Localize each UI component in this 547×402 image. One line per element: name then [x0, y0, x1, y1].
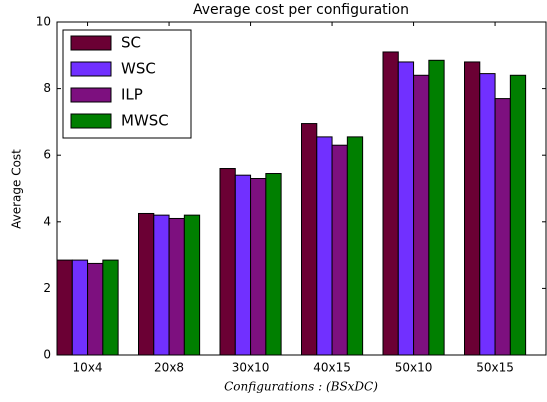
bar [479, 73, 496, 356]
x-tick-label: 50x10 [395, 361, 433, 375]
y-tick-label: 0 [43, 348, 51, 362]
bar [56, 259, 73, 356]
x-tick-label: 50x15 [476, 361, 514, 375]
bar [265, 173, 282, 356]
legend-swatch [70, 87, 112, 103]
bar [382, 51, 399, 356]
y-tick-label: 10 [36, 15, 51, 29]
y-tick-label: 2 [43, 281, 51, 295]
bar [250, 178, 267, 356]
legend-swatch [70, 113, 112, 129]
bar [102, 259, 119, 356]
bar [509, 74, 527, 356]
bar [494, 98, 511, 356]
plot-frame [56, 21, 547, 356]
bar [138, 212, 155, 356]
chart-title: Average cost per configuration [193, 2, 409, 18]
bar [464, 61, 481, 356]
bar [397, 61, 415, 356]
x-tick-label: 10x4 [73, 361, 103, 375]
bar [219, 168, 236, 356]
bar [428, 59, 445, 356]
y-tick-label: 6 [43, 148, 51, 162]
bar [331, 144, 348, 356]
bar [71, 259, 89, 356]
legend-label: SC [121, 34, 141, 52]
bar [346, 136, 364, 356]
bar [301, 123, 318, 356]
bar [153, 214, 170, 356]
legend-swatch [70, 35, 112, 51]
x-tick-label: 20x8 [154, 361, 184, 375]
bar [183, 214, 201, 356]
legend-label: WSC [121, 60, 156, 78]
bar [234, 174, 252, 356]
legend-label: MWSC [121, 112, 169, 130]
bar [316, 136, 333, 356]
y-tick-label: 8 [43, 81, 51, 95]
legend-label: ILP [121, 86, 143, 104]
legend-swatch [70, 61, 112, 77]
x-tick-label: 30x10 [232, 361, 270, 375]
x-axis-label: Configurations : (BSxDC) [224, 380, 378, 394]
bar [87, 262, 104, 356]
y-tick-label: 4 [43, 214, 51, 228]
bar [168, 217, 185, 356]
x-tick-label: 40x15 [313, 361, 351, 375]
bar [413, 74, 430, 356]
y-axis-label: Average Cost [10, 149, 24, 229]
